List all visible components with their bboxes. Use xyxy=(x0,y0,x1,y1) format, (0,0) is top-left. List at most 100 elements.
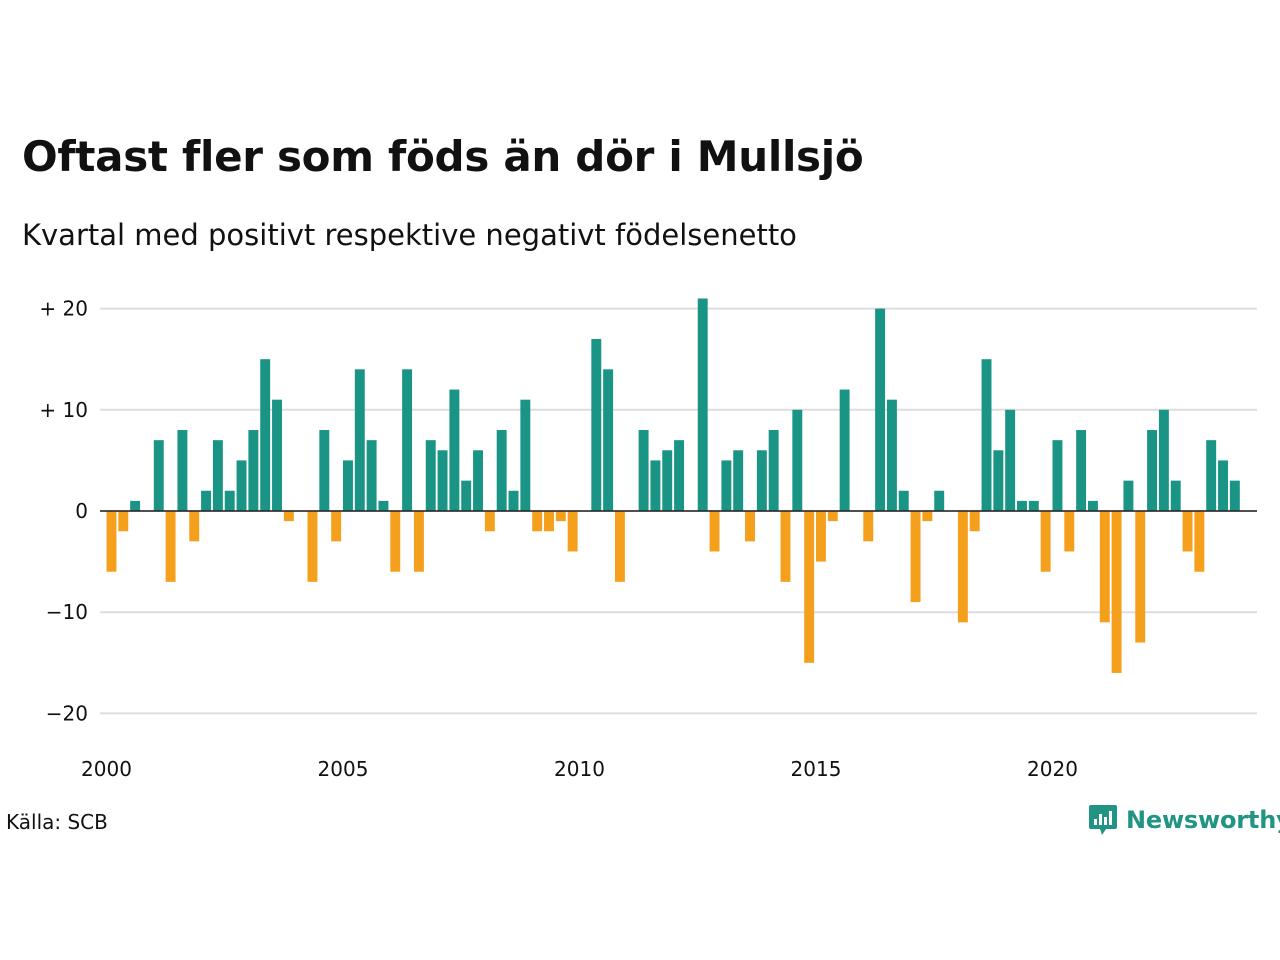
bar-positive xyxy=(378,500,389,511)
bar-positive xyxy=(236,460,247,511)
bar-positive xyxy=(662,450,673,511)
bar-positive xyxy=(473,450,483,511)
bar-positive xyxy=(721,460,732,511)
bar-positive xyxy=(898,490,909,511)
bar-positive xyxy=(402,369,413,511)
bar-positive xyxy=(343,460,353,511)
bar-positive xyxy=(319,430,330,511)
bar-positive xyxy=(272,399,282,511)
bar-positive xyxy=(674,440,685,511)
bar-positive xyxy=(354,369,365,511)
bar-positive xyxy=(201,490,212,511)
bar-chart: + 20 + 10 0 −10 −20 2000 2005 2010 2015 2020 xyxy=(39,297,1257,781)
y-tick-label: 0 xyxy=(75,499,88,523)
bar-positive xyxy=(153,440,164,511)
bar-positive xyxy=(1218,460,1228,511)
bar-positive xyxy=(366,440,377,511)
bar-positive xyxy=(461,480,472,511)
bar-positive xyxy=(792,409,803,511)
bar-negative xyxy=(1099,511,1110,623)
bar-positive xyxy=(508,490,519,511)
x-tick-label: 2000 xyxy=(81,757,132,781)
bar-negative xyxy=(331,511,342,542)
bar-negative xyxy=(413,511,424,572)
bar-positive xyxy=(1087,500,1098,511)
bar-negative xyxy=(165,511,176,582)
newsworthy-logo-icon xyxy=(1089,805,1117,835)
bar-positive xyxy=(1123,480,1134,511)
bar-positive xyxy=(449,389,460,511)
bar-negative xyxy=(1064,511,1075,552)
chart-subtitle: Kvartal med positivt respektive negativt… xyxy=(22,218,797,252)
bar-negative xyxy=(1040,511,1051,572)
bar-positive xyxy=(650,460,661,511)
x-tick-label: 2020 xyxy=(1027,757,1078,781)
bar-negative xyxy=(106,511,117,572)
bar-positive xyxy=(839,389,850,511)
bar-negative xyxy=(307,511,318,582)
bar-positive xyxy=(177,430,188,511)
bar-negative xyxy=(816,511,826,562)
bar-positive xyxy=(260,359,271,511)
bar-negative xyxy=(1194,511,1205,572)
bar-positive xyxy=(1017,500,1027,511)
bar-negative xyxy=(532,511,543,532)
bar-positive xyxy=(224,490,235,511)
bar-positive xyxy=(1229,480,1240,511)
bar-negative xyxy=(957,511,968,623)
bar-positive xyxy=(934,490,945,511)
axis-labels: + 20 + 10 0 −10 −20 2000 2005 2010 2015 2020 xyxy=(39,297,1078,781)
bars xyxy=(106,298,1240,673)
bar-positive xyxy=(1206,440,1217,511)
bar-positive xyxy=(603,369,614,511)
bar-negative xyxy=(863,511,874,542)
bar-negative xyxy=(780,511,791,582)
bar-positive xyxy=(768,430,779,511)
bar-negative xyxy=(118,511,129,532)
bar-positive xyxy=(1052,440,1063,511)
x-tick-label: 2005 xyxy=(318,757,369,781)
bar-positive xyxy=(1005,409,1016,511)
bar-positive xyxy=(638,430,649,511)
bar-positive xyxy=(496,430,507,511)
brand-name: Newsworthy xyxy=(1126,806,1280,834)
bar-positive xyxy=(697,298,708,511)
y-tick-label: + 20 xyxy=(39,297,88,321)
bar-positive xyxy=(1147,430,1158,511)
bar-positive xyxy=(993,450,1004,511)
brand-logo: Newsworthy xyxy=(1088,803,1280,837)
bar-negative xyxy=(484,511,495,532)
bar-positive xyxy=(981,359,992,511)
bar-negative xyxy=(910,511,921,603)
bar-positive xyxy=(875,308,886,511)
bar-negative xyxy=(614,511,625,582)
x-tick-label: 2010 xyxy=(554,757,605,781)
y-tick-label: −20 xyxy=(46,701,88,725)
x-tick-label: 2015 xyxy=(791,757,842,781)
bar-negative xyxy=(745,511,755,542)
bar-positive xyxy=(437,450,448,511)
bar-positive xyxy=(756,450,767,511)
bar-negative xyxy=(555,511,566,522)
bar-negative xyxy=(390,511,401,572)
chart-title: Oftast fler som föds än dör i Mullsjö xyxy=(22,132,864,181)
source-note: Källa: SCB xyxy=(6,810,108,834)
bar-positive xyxy=(1170,480,1181,511)
bar-positive xyxy=(425,440,436,511)
bar-positive xyxy=(130,500,141,511)
bar-negative xyxy=(922,511,933,522)
bar-negative xyxy=(283,511,294,522)
bar-positive xyxy=(248,430,259,511)
y-tick-label: + 10 xyxy=(39,398,88,422)
y-tick-label: −10 xyxy=(46,600,88,624)
bar-negative xyxy=(1182,511,1193,552)
bar-negative xyxy=(189,511,200,542)
bar-negative xyxy=(827,511,838,522)
bar-positive xyxy=(1158,409,1169,511)
bar-positive xyxy=(520,399,531,511)
bar-positive xyxy=(1028,500,1039,511)
bar-negative xyxy=(1111,511,1122,673)
bar-negative xyxy=(969,511,980,532)
bar-positive xyxy=(1076,430,1087,511)
bar-positive xyxy=(886,399,897,511)
